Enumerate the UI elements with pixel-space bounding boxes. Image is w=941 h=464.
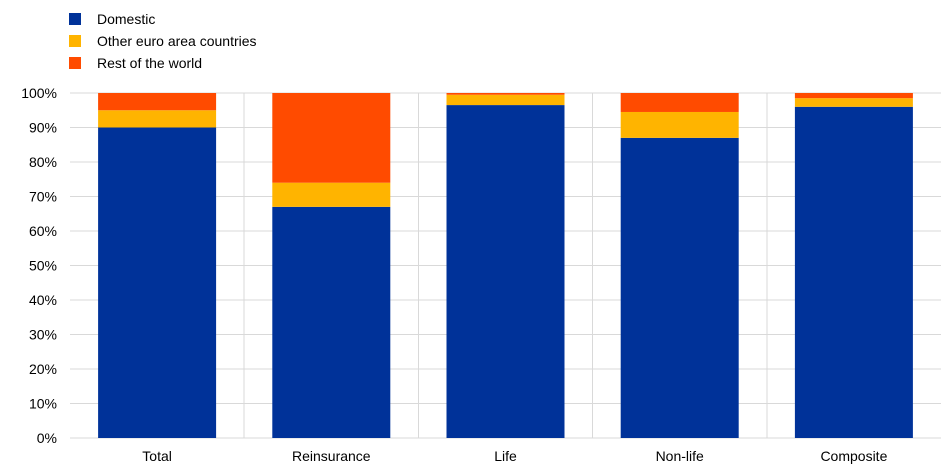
legend-swatch-other-euro-area-countries [69,35,81,47]
y-axis: 0% 10% 20% 30% 40% 50% 60% 70% 80% 90% 100% [21,85,57,446]
bar-composite-rest-of-the-world [794,93,913,99]
y-tick-label: 90% [29,120,57,136]
bar-life-rest-of-the-world [446,93,565,95]
bar-reinsurance-other-euro-area-countries [272,182,391,207]
bar-composite-other-euro-area-countries [794,98,913,107]
legend-label-other-euro-area-countries: Other euro area countries [97,33,257,49]
y-tick-label: 60% [29,223,57,239]
bar-non-life-other-euro-area-countries [620,111,739,138]
legend-swatch-domestic [69,13,81,25]
bars [98,93,913,439]
x-axis: Total Reinsurance Life Non-life Composite [142,448,887,464]
bar-reinsurance-rest-of-the-world [272,93,391,183]
x-tick-label-composite: Composite [820,448,887,464]
y-tick-label: 0% [37,430,57,446]
y-tick-label: 20% [29,361,57,377]
x-tick-label-reinsurance: Reinsurance [292,448,371,464]
bar-life-domestic [446,105,565,438]
legend-label-rest-of-the-world: Rest of the world [97,55,202,71]
x-tick-label-non-life: Non-life [656,448,704,464]
bar-total-rest-of-the-world [98,93,217,111]
y-tick-label: 70% [29,189,57,205]
x-tick-label-total: Total [142,448,172,464]
bar-non-life-rest-of-the-world [620,93,739,112]
y-tick-label: 80% [29,154,57,170]
bar-reinsurance-domestic [272,206,391,438]
y-tick-label: 100% [21,85,57,101]
bar-total-other-euro-area-countries [98,110,217,128]
y-tick-label: 40% [29,292,57,308]
x-tick-label-life: Life [494,448,517,464]
y-tick-label: 50% [29,258,57,274]
legend: Domestic Other euro area countries Rest of… [69,11,257,71]
bar-total-domestic [98,127,217,438]
bar-non-life-domestic [620,137,739,438]
y-tick-label: 10% [29,396,57,412]
legend-swatch-rest-of-the-world [69,57,81,69]
bar-life-other-euro-area-countries [446,94,565,106]
legend-label-domestic: Domestic [97,11,155,27]
y-tick-label: 30% [29,327,57,343]
bar-composite-domestic [794,106,913,439]
